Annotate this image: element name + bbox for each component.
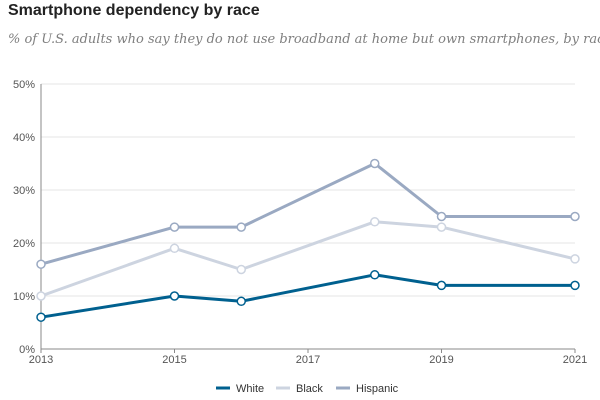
series-line-black bbox=[39, 220, 577, 298]
x-tick-label: 2021 bbox=[563, 354, 587, 366]
y-tick-label: 0% bbox=[19, 344, 35, 356]
data-point-black bbox=[169, 243, 180, 254]
data-point-black bbox=[236, 264, 246, 275]
y-tick-label: 30% bbox=[13, 185, 35, 197]
data-point-black bbox=[570, 254, 580, 264]
data-point-white bbox=[236, 296, 246, 307]
data-point-hispanic bbox=[36, 259, 46, 269]
data-point-hispanic bbox=[570, 211, 580, 222]
x-tick-label: 2017 bbox=[296, 354, 320, 366]
legend-label-hispanic: Hispanic bbox=[356, 383, 399, 395]
x-tick-label: 2019 bbox=[429, 354, 453, 366]
y-tick-label: 10% bbox=[13, 291, 35, 303]
chart-title: Smartphone dependency by race bbox=[8, 2, 260, 19]
data-point-hispanic bbox=[236, 222, 246, 232]
data-point-white bbox=[436, 280, 447, 291]
data-point-hispanic bbox=[169, 222, 180, 232]
data-point-white bbox=[570, 280, 580, 291]
data-point-hispanic bbox=[370, 158, 380, 169]
x-tick-label: 2015 bbox=[162, 354, 186, 366]
series-line-white bbox=[39, 273, 577, 319]
data-point-black bbox=[370, 217, 380, 227]
y-tick-label: 40% bbox=[13, 132, 35, 144]
data-point-hispanic bbox=[436, 211, 447, 222]
data-point-black bbox=[436, 222, 447, 232]
legend-label-black: Black bbox=[296, 383, 323, 395]
series-line-hispanic bbox=[39, 162, 577, 266]
y-tick-label: 50% bbox=[13, 79, 35, 91]
x-tick-label: 2013 bbox=[29, 354, 53, 366]
data-point-white bbox=[36, 312, 46, 322]
data-point-black bbox=[36, 291, 46, 301]
y-tick-label: 20% bbox=[13, 238, 35, 250]
chart-subtitle: % of U.S. adults who say they do not use… bbox=[8, 32, 600, 47]
legend-label-white: White bbox=[236, 383, 264, 395]
data-point-white bbox=[169, 291, 180, 301]
data-point-white bbox=[370, 270, 380, 280]
